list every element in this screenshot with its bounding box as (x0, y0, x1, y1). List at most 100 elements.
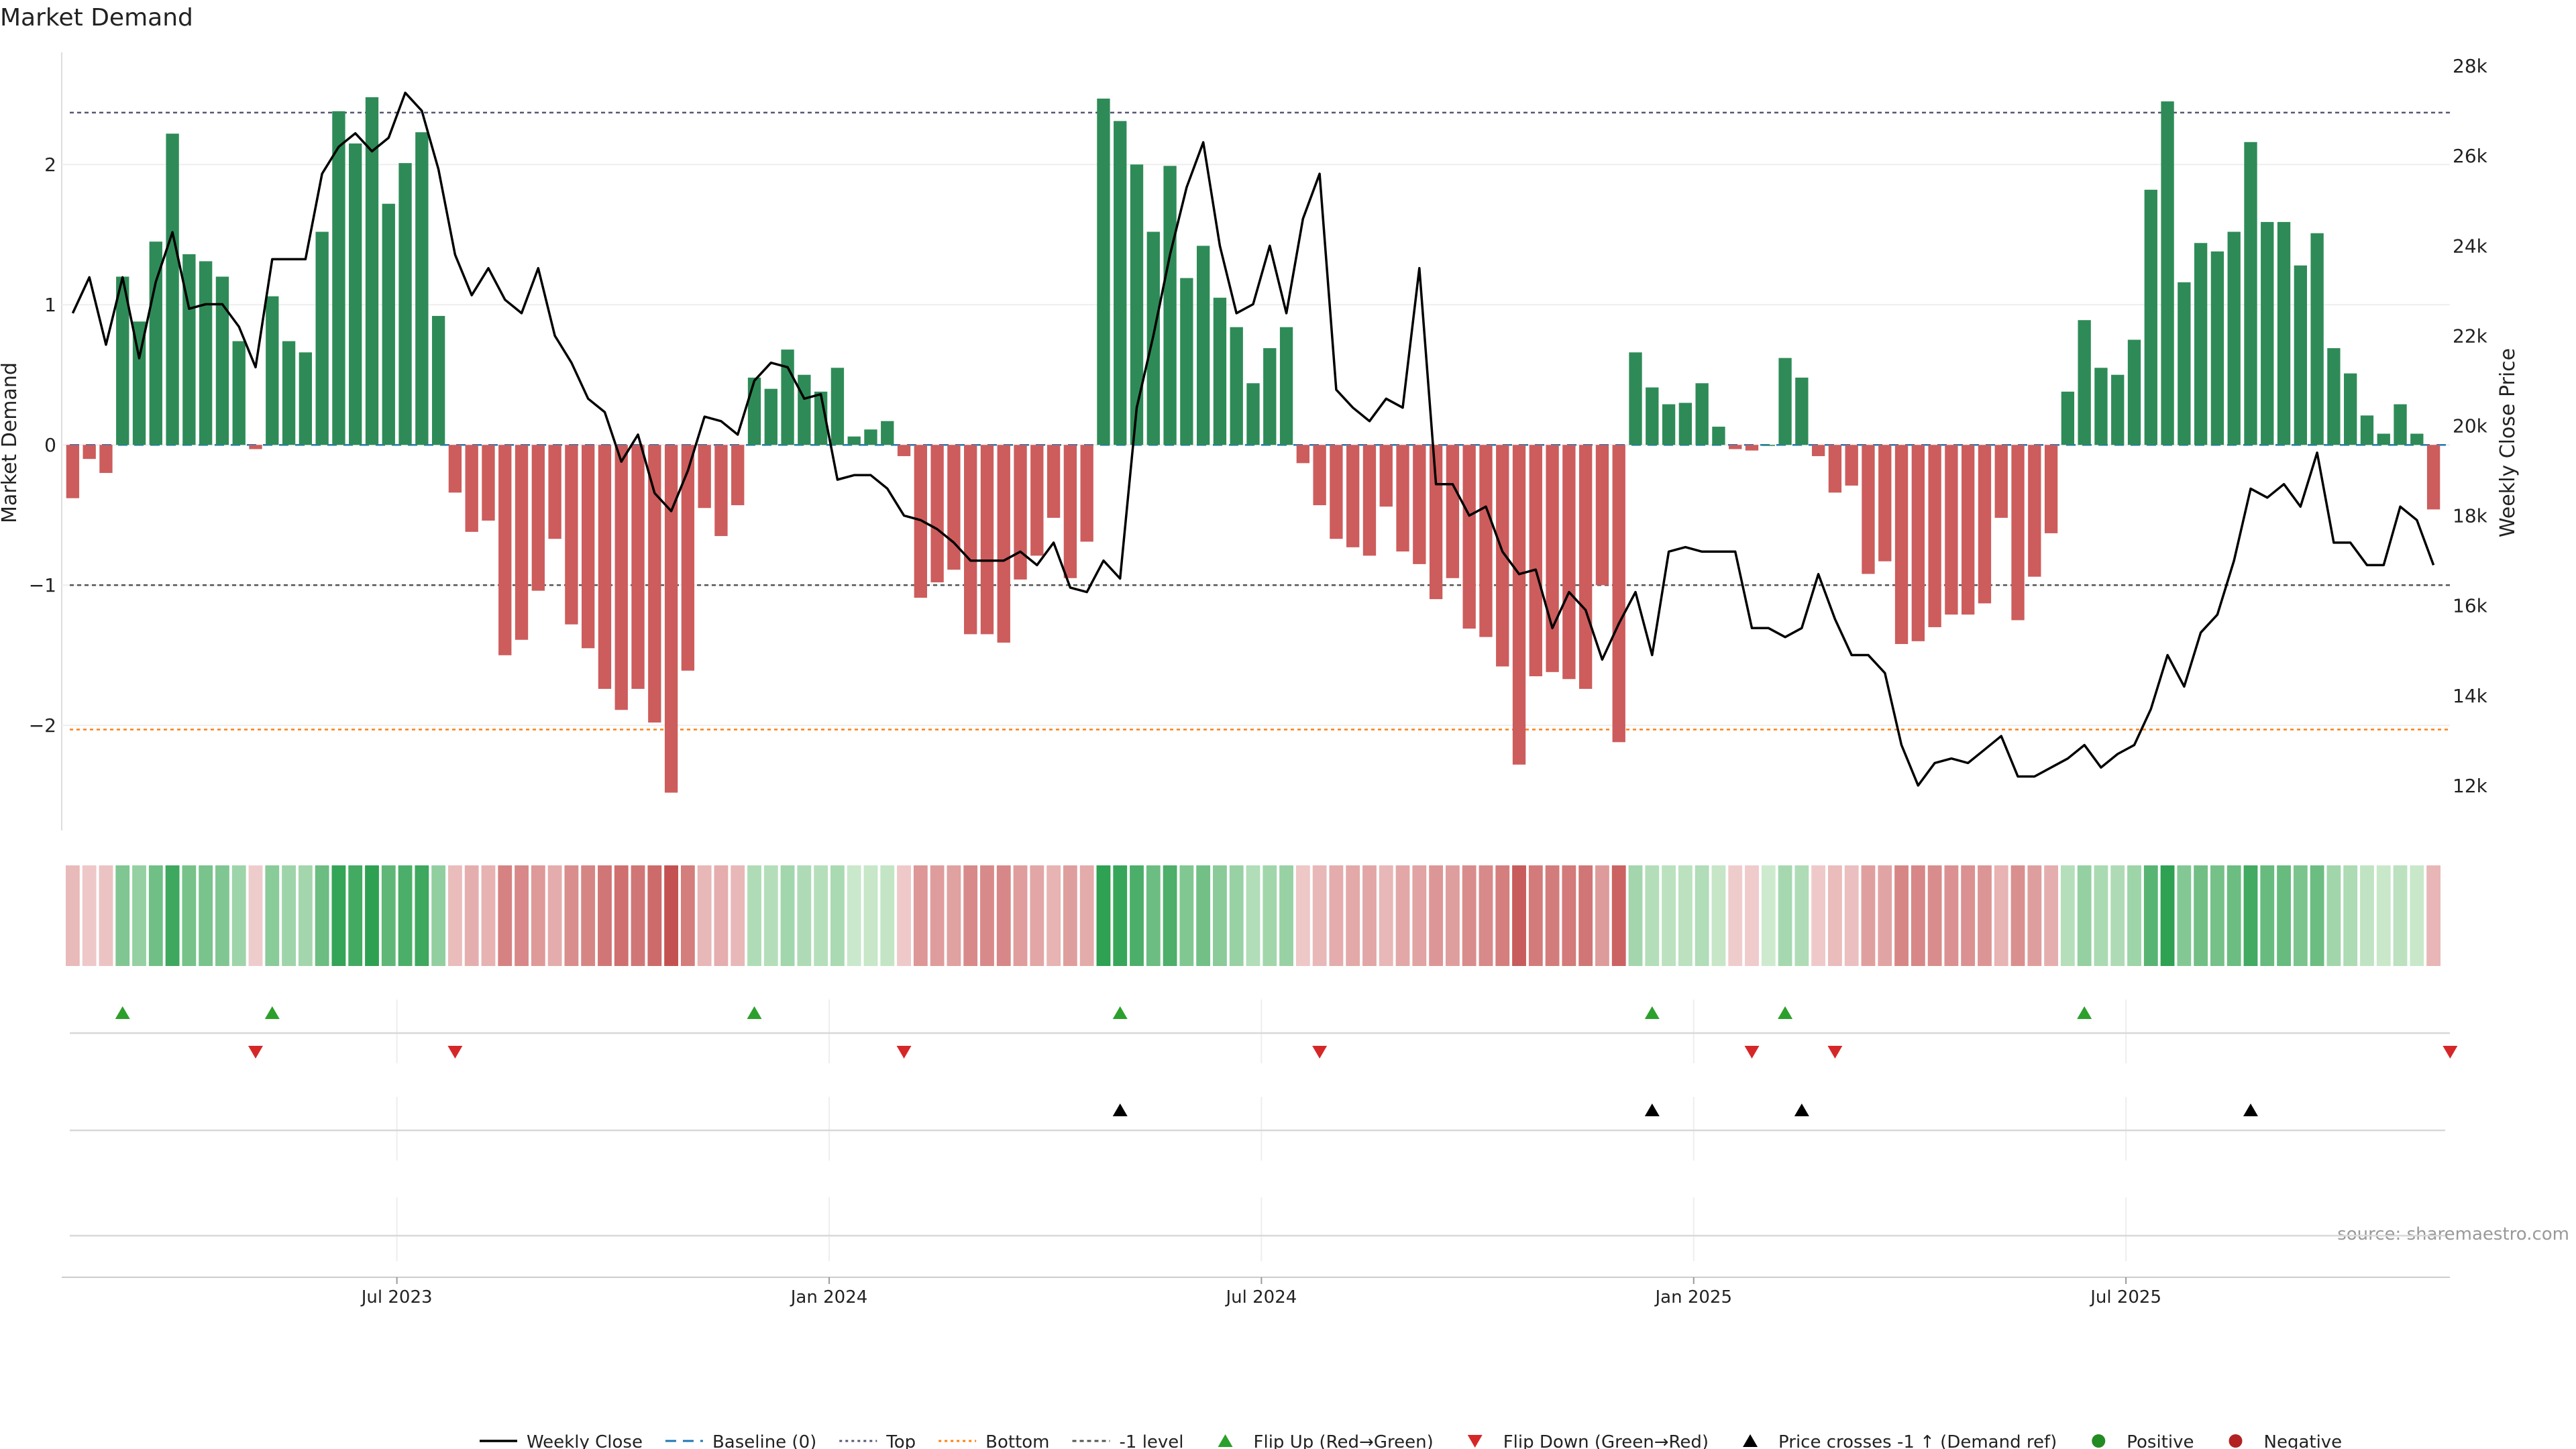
y-tick-label-right: 12k (2453, 775, 2488, 797)
demand-bar-positive (1646, 387, 1659, 445)
demand-bar-positive (1712, 427, 1725, 445)
heat-cell (1512, 865, 1526, 966)
demand-bar-positive (1629, 352, 1642, 445)
heat-cell (1395, 865, 1410, 966)
demand-bar-positive (415, 132, 429, 445)
demand-bar-negative (2011, 445, 2025, 621)
demand-bar-positive (1263, 348, 1277, 445)
demand-bar-positive (2344, 373, 2357, 445)
price-cross-marker (1644, 1104, 1660, 1116)
heat-cell (797, 865, 812, 966)
demand-bar-negative (1595, 445, 1609, 586)
demand-bar-negative (1811, 445, 1825, 456)
demand-bar-negative (714, 445, 728, 537)
demand-bar-negative (598, 445, 612, 689)
heat-cell (365, 865, 379, 966)
heat-cell (1445, 865, 1460, 966)
demand-bar-positive (2261, 221, 2274, 445)
heat-cell (2260, 865, 2275, 966)
legend-label: -1 level (1120, 1432, 1184, 1449)
heat-cell (647, 865, 662, 966)
demand-bar-negative (648, 445, 661, 723)
x-tick-label: Jan 2024 (790, 1287, 868, 1307)
heat-cell (2293, 865, 2308, 966)
demand-bar-negative (1362, 445, 1377, 556)
heat-cell (1861, 865, 1876, 966)
heat-cell (115, 865, 130, 966)
heat-cell (2044, 865, 2059, 966)
demand-bar-negative (1496, 445, 1509, 667)
heat-cell (631, 865, 645, 966)
legend-label: Flip Up (Red→Green) (1254, 1432, 1434, 1449)
heat-cell (1828, 865, 1842, 966)
heat-cell (598, 865, 612, 966)
flip-up-marker (264, 1006, 280, 1019)
heat-cell (1811, 865, 1826, 966)
demand-bar-negative (1994, 445, 2008, 518)
heat-cell (1346, 865, 1360, 966)
legend-item: Price crosses -1 ↑ (Demand ref) (1743, 1432, 2057, 1449)
heat-cell (498, 865, 513, 966)
y-tick-label-left: 0 (44, 434, 56, 456)
demand-bar-positive (830, 368, 845, 445)
demand-bar-negative (2028, 445, 2041, 577)
heat-cell (980, 865, 994, 966)
heat-cell (248, 865, 263, 966)
demand-bar-positive (299, 352, 313, 445)
demand-bar-positive (132, 321, 146, 445)
heat-cell (1628, 865, 1643, 966)
heat-cell (199, 865, 213, 966)
heat-cell (2277, 865, 2291, 966)
demand-bar-positive (1114, 121, 1127, 445)
y-axis-label-right: Weekly Close Price (2496, 348, 2520, 537)
demand-bar-positive (199, 261, 213, 445)
demand-bar-positive (382, 203, 395, 445)
legend-item: Negative (2229, 1432, 2342, 1449)
heat-cell (2143, 865, 2158, 966)
price-cross-marker (1794, 1104, 1809, 1116)
demand-bar-negative (1529, 445, 1542, 677)
y-tick-label-right: 20k (2453, 415, 2488, 437)
heat-cell (99, 865, 113, 966)
demand-bar-positive (1662, 404, 1676, 445)
heat-cell (82, 865, 97, 966)
demand-bar-positive (2360, 415, 2374, 445)
flip-down-marker (1744, 1046, 1760, 1059)
x-tick-label: Jul 2023 (360, 1287, 433, 1307)
demand-bar-positive (2127, 339, 2141, 445)
demand-bar-negative (582, 445, 595, 649)
demand-bar-positive (2111, 374, 2125, 445)
demand-bar-negative (99, 445, 113, 474)
demand-bar-positive (266, 296, 279, 445)
heat-cell (1911, 865, 1925, 966)
flip-up-marker (1778, 1006, 1793, 1019)
demand-bar-negative (731, 445, 745, 506)
heat-cell (547, 865, 562, 966)
demand-bar-positive (2377, 433, 2390, 445)
heat-cell (1695, 865, 1709, 966)
heat-cell (1229, 865, 1244, 966)
heat-cell (1761, 865, 1776, 966)
heat-cell (863, 865, 878, 966)
heat-cell (1146, 865, 1161, 966)
heat-cell (2060, 865, 2075, 966)
demand-bar-positive (1230, 327, 1243, 445)
heat-cell (2177, 865, 2192, 966)
demand-bar-negative (1562, 445, 1576, 680)
heat-cell (1429, 865, 1444, 966)
legend-item: Positive (2092, 1432, 2194, 1449)
heat-cell (747, 865, 761, 966)
flip-down-marker (1312, 1046, 1328, 1059)
heat-cell (1978, 865, 1992, 966)
heat-cell (1728, 865, 1743, 966)
demand-bar-negative (565, 445, 578, 625)
y-tick-label-right: 26k (2453, 145, 2488, 167)
demand-bar-negative (1030, 445, 1044, 556)
demand-bar-positive (232, 341, 246, 445)
demand-bar-negative (1446, 445, 1460, 578)
demand-bar-negative (681, 445, 695, 671)
demand-bar-positive (781, 350, 794, 445)
demand-bar-negative (1346, 445, 1360, 547)
demand-bar-positive (398, 163, 412, 445)
demand-bar-negative (964, 445, 977, 635)
